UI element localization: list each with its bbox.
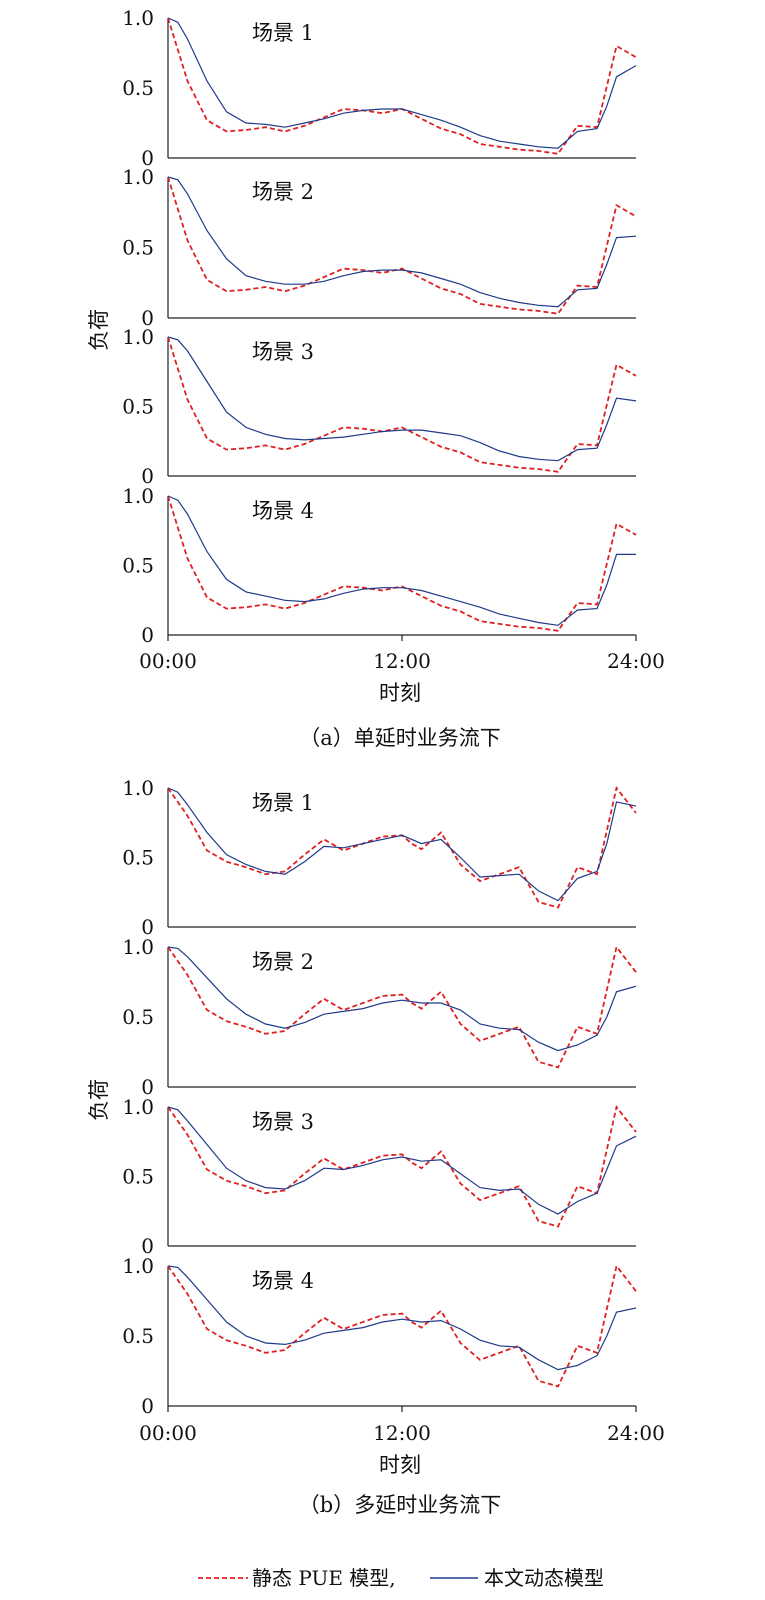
legend-label-static: 静态 PUE 模型, bbox=[252, 1566, 396, 1590]
static-pue-line bbox=[167, 176, 637, 315]
panel-3: 0 0.5 1.0 场景 3 bbox=[122, 325, 637, 488]
chart-a: 0 0.5 1.0 场景 1 0 0.5 1.0 场景 2 0 0.5 1.0 场景 3 0 0.5 1.0… bbox=[87, 6, 665, 750]
y-axis-title: 负荷 bbox=[87, 309, 111, 351]
y-tick-label: 1.0 bbox=[122, 484, 154, 508]
legend: 静态 PUE 模型, 本文动态模型 bbox=[198, 1566, 604, 1590]
panel-label: 场景 4 bbox=[252, 499, 314, 523]
chart-b: 0 0.5 1.0 场景 1 0 0.5 1.0 场景 2 0 0.5 1.0 场景 3 0 0.5 1.0… bbox=[87, 776, 665, 1517]
panel-label: 场景 1 bbox=[252, 21, 314, 45]
panel-label: 场景 2 bbox=[252, 950, 314, 974]
dynamic-model-line bbox=[167, 946, 637, 1052]
y-tick-label: 0.5 bbox=[122, 236, 154, 260]
panel-4: 0 0.5 1.0 场景 4 bbox=[122, 484, 637, 647]
figure-caption: （b）多延时业务流下 bbox=[299, 1493, 501, 1517]
dynamic-model-line bbox=[167, 1265, 637, 1371]
x-tick-label: 12:00 bbox=[373, 1421, 431, 1445]
y-tick-label: 0 bbox=[141, 915, 154, 939]
y-axis-title: 负荷 bbox=[87, 1079, 111, 1121]
x-tick-label: 24:00 bbox=[607, 1421, 665, 1445]
static-pue-line bbox=[167, 336, 637, 473]
x-tick-label: 00:00 bbox=[139, 1421, 197, 1445]
y-tick-label: 0 bbox=[141, 1394, 154, 1418]
dynamic-model-line bbox=[167, 176, 637, 308]
panel-4: 0 0.5 1.0 场景 4 bbox=[122, 1254, 637, 1418]
y-tick-label: 0.5 bbox=[122, 846, 154, 870]
x-tick-label: 00:00 bbox=[139, 649, 197, 673]
legend-label-dynamic: 本文动态模型 bbox=[484, 1566, 604, 1590]
x-tick-label: 24:00 bbox=[607, 649, 665, 673]
panel-label: 场景 3 bbox=[252, 1110, 314, 1134]
y-tick-label: 0.5 bbox=[122, 1165, 154, 1189]
y-tick-label: 1.0 bbox=[122, 325, 154, 349]
dynamic-model-line bbox=[167, 787, 637, 902]
x-axis-title: 时刻 bbox=[379, 681, 421, 705]
panel-1: 0 0.5 1.0 场景 1 bbox=[122, 776, 637, 939]
y-tick-label: 0.5 bbox=[122, 554, 154, 578]
panel-label: 场景 1 bbox=[252, 791, 314, 815]
panel-label: 场景 2 bbox=[252, 180, 314, 204]
panel-2: 0 0.5 1.0 场景 2 bbox=[122, 165, 637, 330]
panel-label: 场景 3 bbox=[252, 340, 314, 364]
panel-1: 0 0.5 1.0 场景 1 bbox=[122, 6, 637, 170]
x-axis-title: 时刻 bbox=[379, 1453, 421, 1477]
static-pue-line bbox=[167, 944, 637, 1069]
y-tick-label: 0 bbox=[141, 1075, 154, 1099]
figure-caption: （a）单延时业务流下 bbox=[299, 726, 501, 750]
y-tick-label: 1.0 bbox=[122, 935, 154, 959]
dynamic-model-line bbox=[167, 495, 636, 626]
y-tick-label: 0 bbox=[141, 146, 154, 170]
dynamic-model-line bbox=[167, 336, 637, 462]
y-tick-label: 1.0 bbox=[122, 1095, 154, 1119]
y-tick-label: 1.0 bbox=[122, 165, 154, 189]
panel-label: 场景 4 bbox=[252, 1269, 314, 1293]
static-pue-line bbox=[167, 785, 637, 909]
y-tick-label: 0 bbox=[141, 464, 154, 488]
y-tick-label: 0.5 bbox=[122, 1005, 154, 1029]
y-tick-label: 0 bbox=[141, 623, 154, 647]
y-tick-label: 0.5 bbox=[122, 395, 154, 419]
static-pue-line bbox=[167, 495, 637, 632]
y-tick-label: 0.5 bbox=[122, 76, 154, 100]
static-pue-line bbox=[167, 17, 637, 155]
y-tick-label: 0.5 bbox=[122, 1324, 154, 1348]
y-tick-label: 1.0 bbox=[122, 1254, 154, 1278]
dynamic-model-line bbox=[167, 17, 637, 149]
y-tick-label: 0 bbox=[141, 1234, 154, 1258]
panel-3: 0 0.5 1.0 场景 3 bbox=[122, 1095, 637, 1258]
y-tick-label: 1.0 bbox=[122, 6, 154, 30]
panel-2: 0 0.5 1.0 场景 2 bbox=[122, 935, 637, 1099]
y-tick-label: 0 bbox=[141, 306, 154, 330]
static-pue-line bbox=[167, 1263, 637, 1388]
dynamic-model-line bbox=[167, 1106, 637, 1215]
y-tick-label: 1.0 bbox=[122, 776, 154, 800]
x-tick-label: 12:00 bbox=[373, 649, 431, 673]
